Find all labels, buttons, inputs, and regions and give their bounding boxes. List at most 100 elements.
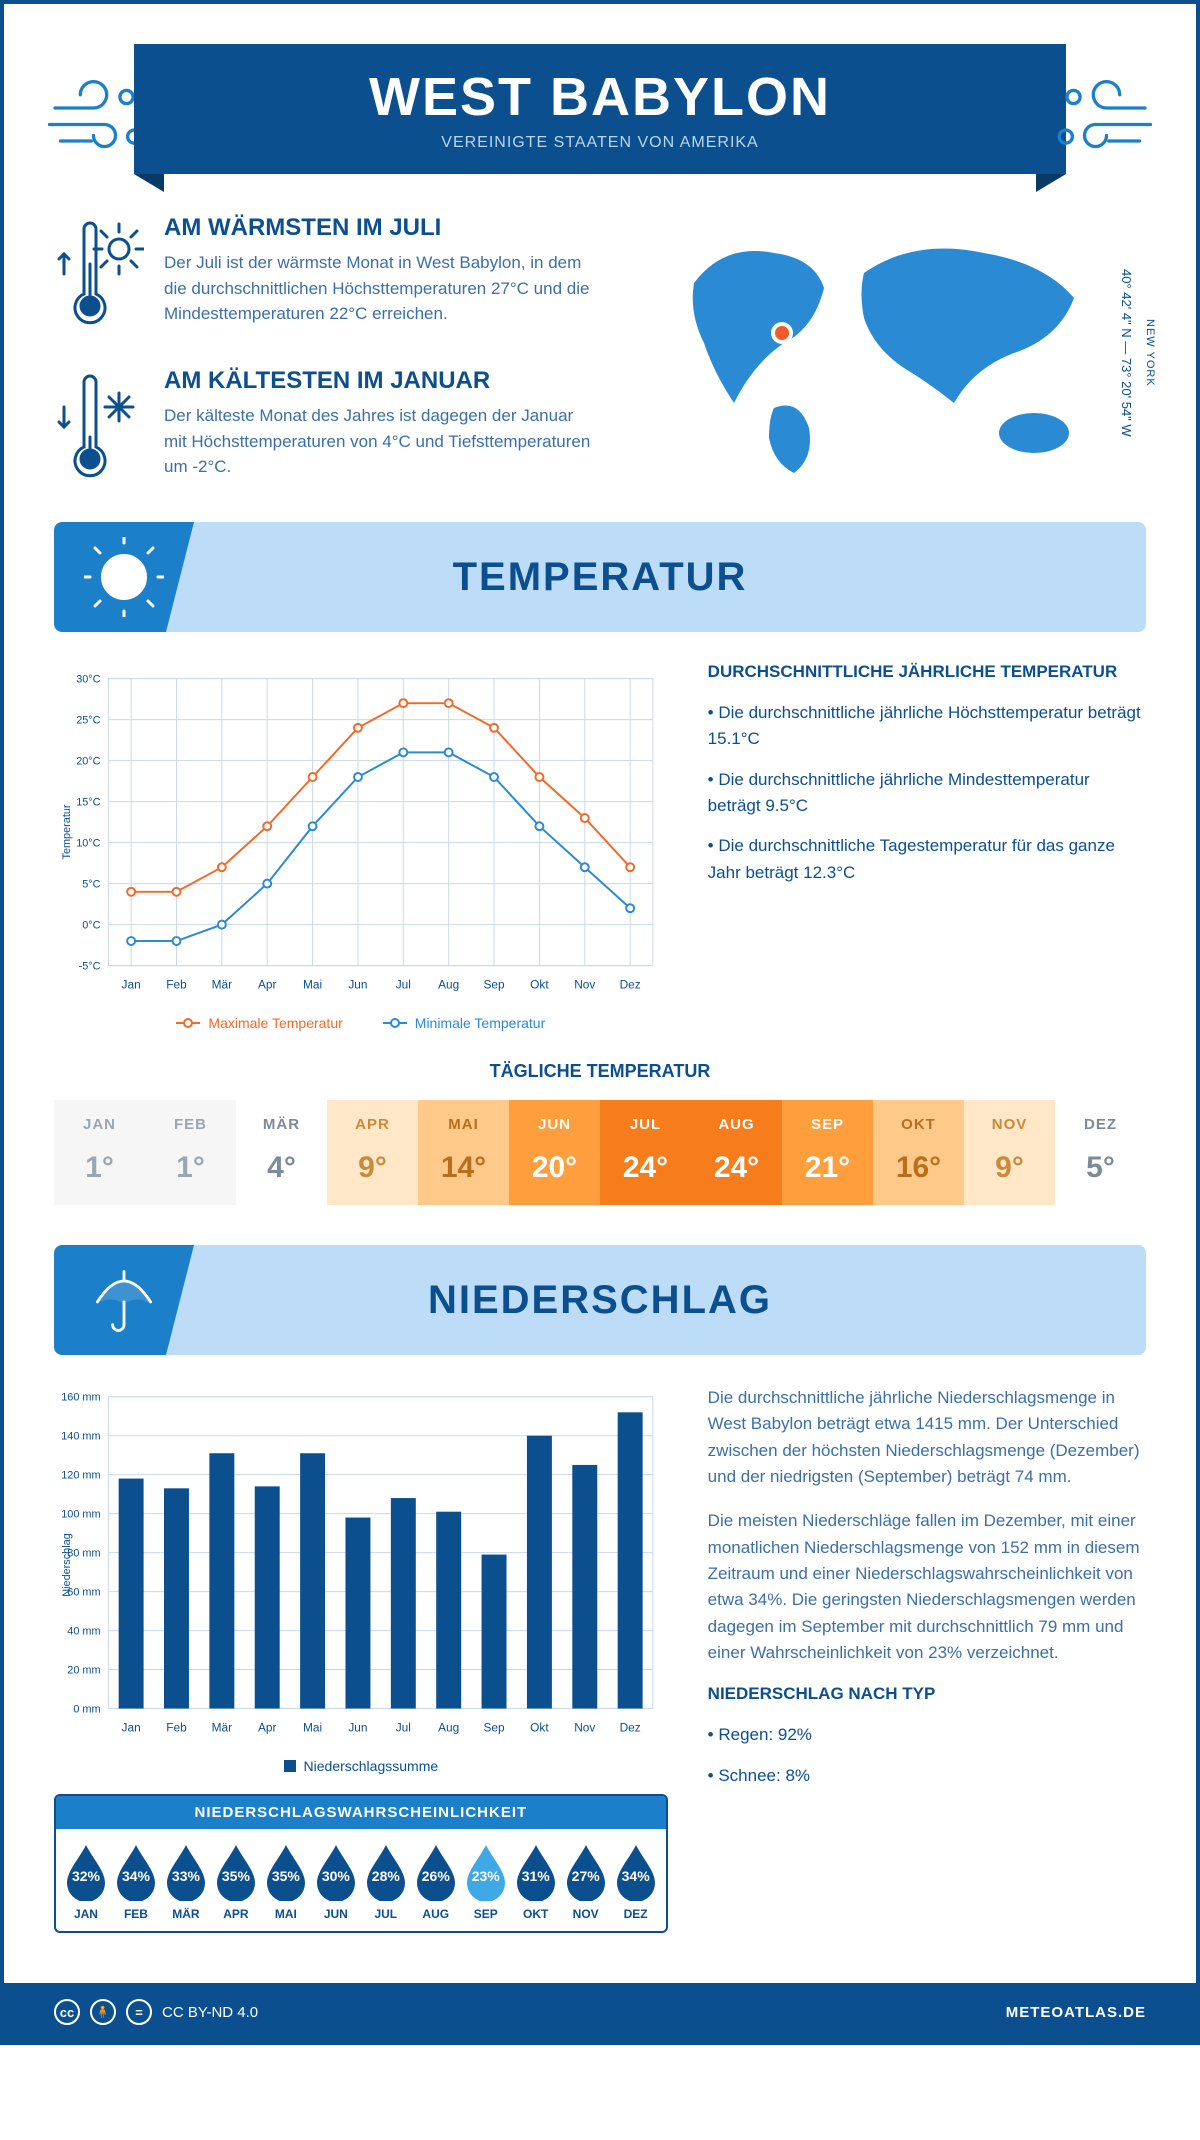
svg-text:Sep: Sep	[483, 1720, 505, 1734]
precip-p1: Die durchschnittliche jährliche Niedersc…	[708, 1385, 1146, 1490]
legend-min: Minimale Temperatur	[415, 1015, 545, 1031]
svg-text:0°C: 0°C	[82, 920, 100, 932]
svg-text:0 mm: 0 mm	[73, 1703, 100, 1715]
svg-text:Okt: Okt	[530, 977, 549, 991]
svg-text:40 mm: 40 mm	[67, 1626, 100, 1638]
temp-cell: FEB1°	[145, 1100, 236, 1205]
umbrella-icon	[54, 1245, 194, 1355]
svg-text:20 mm: 20 mm	[67, 1665, 100, 1677]
thermometer-sun-icon	[54, 214, 144, 339]
svg-text:5°C: 5°C	[82, 879, 100, 891]
precip-type-rain: • Regen: 92%	[708, 1722, 1146, 1748]
svg-text:25°C: 25°C	[76, 715, 100, 727]
svg-text:Niederschlag: Niederschlag	[61, 1533, 73, 1596]
drop-cell: 34%FEB	[112, 1843, 160, 1921]
svg-text:160 mm: 160 mm	[61, 1392, 100, 1404]
by-icon: 🧍	[90, 1999, 116, 2025]
daily-temp-strip: JAN1°FEB1°MÄR4°APR9°MAI14°JUN20°JUL24°AU…	[54, 1100, 1146, 1205]
precip-legend: Niederschlagssumme	[54, 1758, 668, 1774]
svg-text:Nov: Nov	[574, 977, 595, 991]
drop-cell: 27%NOV	[562, 1843, 610, 1921]
svg-text:Apr: Apr	[258, 1720, 277, 1734]
license: cc 🧍 = CC BY-ND 4.0	[54, 1999, 258, 2025]
coldest-block: AM KÄLTESTEN IM JANUAR Der kälteste Mona…	[54, 367, 593, 492]
legend-precip: Niederschlagssumme	[304, 1758, 439, 1774]
temp-cell: JUN20°	[509, 1100, 600, 1205]
location-coord: 40° 42' 4" N — 73° 20' 54" W	[1119, 269, 1134, 437]
svg-text:Feb: Feb	[166, 1720, 187, 1734]
temp-cell: JUL24°	[600, 1100, 691, 1205]
svg-text:Jan: Jan	[122, 1720, 141, 1734]
temp-cell: OKT16°	[873, 1100, 964, 1205]
temperature-heading: TEMPERATUR	[194, 555, 1146, 600]
svg-text:Jun: Jun	[348, 977, 367, 991]
precip-type-head: NIEDERSCHLAG NACH TYP	[708, 1684, 1146, 1704]
intro-row: AM WÄRMSTEN IM JULI Der Juli ist der wär…	[54, 214, 1146, 492]
drop-cell: 33%MÄR	[162, 1843, 210, 1921]
thermometer-snow-icon	[54, 367, 144, 492]
svg-text:10°C: 10°C	[76, 838, 100, 850]
temp-summary-heading: DURCHSCHNITTLICHE JÄHRLICHE TEMPERATUR	[708, 662, 1146, 682]
drop-cell: 26%AUG	[412, 1843, 460, 1921]
temp-cell: MÄR4°	[236, 1100, 327, 1205]
svg-text:Aug: Aug	[438, 977, 459, 991]
svg-text:100 mm: 100 mm	[61, 1509, 100, 1521]
svg-text:Dez: Dez	[620, 977, 641, 991]
temperature-legend: Maximale Temperatur Minimale Temperatur	[54, 1015, 668, 1031]
legend-max: Maximale Temperatur	[208, 1015, 342, 1031]
header: WEST BABYLON VEREINIGTE STAATEN VON AMER…	[54, 44, 1146, 184]
svg-text:Temperatur: Temperatur	[61, 804, 73, 859]
precip-type-snow: • Schnee: 8%	[708, 1763, 1146, 1789]
precip-summary: Die durchschnittliche jährliche Niedersc…	[708, 1385, 1146, 1933]
license-text: CC BY-ND 4.0	[162, 2004, 258, 2021]
temp-cell: MAI14°	[418, 1100, 509, 1205]
temp-bullet: • Die durchschnittliche jährliche Höchst…	[708, 700, 1146, 753]
precip-banner: NIEDERSCHLAG	[54, 1245, 1146, 1355]
cc-icon: cc	[54, 1999, 80, 2025]
svg-text:140 mm: 140 mm	[61, 1431, 100, 1443]
drop-cell: 23%SEP	[462, 1843, 510, 1921]
title-ribbon: WEST BABYLON VEREINIGTE STAATEN VON AMER…	[134, 44, 1066, 174]
precip-chart: 0 mm20 mm40 mm60 mm80 mm100 mm120 mm140 …	[54, 1385, 668, 1933]
page-subtitle: VEREINIGTE STAATEN VON AMERIKA	[441, 134, 758, 152]
wind-icon	[1046, 64, 1156, 174]
precip-probability: NIEDERSCHLAGSWAHRSCHEINLICHKEIT 32%JAN34…	[54, 1794, 668, 1933]
sun-icon	[54, 522, 194, 632]
footer: cc 🧍 = CC BY-ND 4.0 METEOATLAS.DE	[4, 1983, 1196, 2041]
temperature-summary: DURCHSCHNITTLICHE JÄHRLICHE TEMPERATUR •…	[708, 662, 1146, 1031]
nd-icon: =	[126, 1999, 152, 2025]
svg-text:-5°C: -5°C	[79, 961, 101, 973]
brand: METEOATLAS.DE	[1006, 2004, 1146, 2021]
svg-text:Okt: Okt	[530, 1720, 549, 1734]
temp-cell: AUG24°	[691, 1100, 782, 1205]
temp-cell: NOV9°	[964, 1100, 1055, 1205]
coordinates: NEW YORK 40° 42' 4" N — 73° 20' 54" W	[1119, 224, 1156, 482]
page-title: WEST BABYLON	[369, 66, 831, 128]
daily-temp-title: TÄGLICHE TEMPERATUR	[54, 1061, 1146, 1082]
warmest-title: AM WÄRMSTEN IM JULI	[164, 214, 593, 242]
temp-cell: DEZ5°	[1055, 1100, 1146, 1205]
world-map: NEW YORK 40° 42' 4" N — 73° 20' 54" W	[633, 214, 1146, 492]
temperature-banner: TEMPERATUR	[54, 522, 1146, 632]
svg-text:120 mm: 120 mm	[61, 1470, 100, 1482]
svg-text:Mär: Mär	[212, 1720, 232, 1734]
svg-text:Dez: Dez	[620, 1720, 641, 1734]
svg-text:Mai: Mai	[303, 977, 322, 991]
temp-bullet: • Die durchschnittliche jährliche Mindes…	[708, 767, 1146, 820]
drop-cell: 34%DEZ	[612, 1843, 660, 1921]
temp-cell: SEP21°	[782, 1100, 873, 1205]
coldest-text: Der kälteste Monat des Jahres ist dagege…	[164, 403, 593, 480]
svg-text:Aug: Aug	[438, 1720, 459, 1734]
warmest-block: AM WÄRMSTEN IM JULI Der Juli ist der wär…	[54, 214, 593, 339]
svg-text:Nov: Nov	[574, 1720, 595, 1734]
drop-cell: 35%MAI	[262, 1843, 310, 1921]
drop-cell: 31%OKT	[512, 1843, 560, 1921]
temperature-chart: -5°C0°C5°C10°C15°C20°C25°C30°CJanFebMärA…	[54, 662, 668, 1031]
page: WEST BABYLON VEREINIGTE STAATEN VON AMER…	[0, 0, 1200, 2045]
prob-title: NIEDERSCHLAGSWAHRSCHEINLICHKEIT	[56, 1796, 666, 1829]
coldest-title: AM KÄLTESTEN IM JANUAR	[164, 367, 593, 395]
temp-bullet: • Die durchschnittliche Tagestemperatur …	[708, 833, 1146, 886]
temp-cell: JAN1°	[54, 1100, 145, 1205]
svg-text:Jul: Jul	[396, 977, 411, 991]
svg-text:Jul: Jul	[396, 1720, 411, 1734]
